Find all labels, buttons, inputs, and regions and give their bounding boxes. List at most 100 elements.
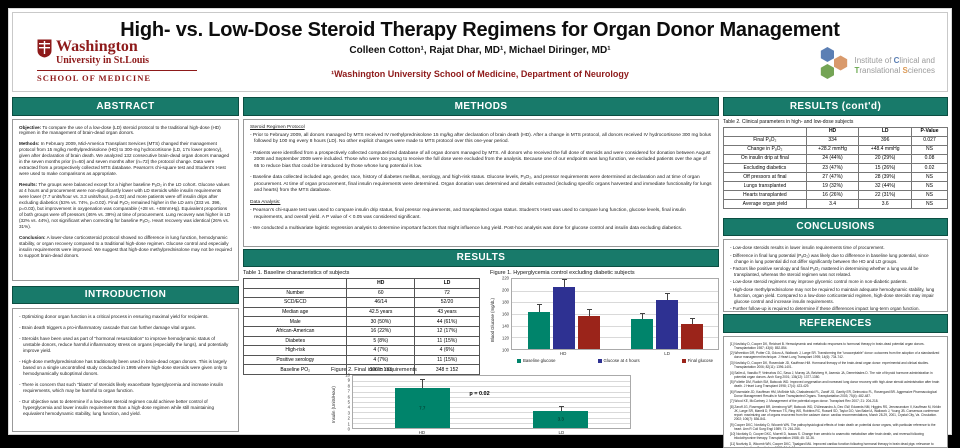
table1-hd-value: 60 [346,287,416,299]
table2-col-header [723,126,807,137]
bar [680,323,703,349]
gridline [353,417,630,419]
conclusion-bullet: - Low-dose steroid regimens may improve … [730,279,908,285]
p-value-annotation: p = 0.02 [469,390,490,397]
table2-ld-value: 15 (26%) [858,162,912,173]
abstract-box: Objective: To compare the use of a low-d… [12,118,239,281]
washu-logo-line2: University in St.Louis [56,55,150,66]
bar-slot [680,279,703,349]
icts-text-part: ranslational [859,65,903,75]
gridline [353,407,630,409]
table2-row: Excluding diabetics 23 (47%) 15 (26%) 0.… [723,162,948,173]
table1-hd-value: 5 (8%) [346,335,416,347]
reference-item: [7] Wood KE, McCartney J. Management of … [730,399,879,404]
abstract-paragraph: Objective: To compare the use of a low-d… [19,125,232,137]
table1-row: Baseline PO₂ 306 ± 133 348 ± 152 [242,364,480,375]
table2-ld-value: 32 (44%) [858,180,912,191]
methods-subhead-analysis: Data Analysis: [250,199,281,205]
abstract-paragraph-text: The groups were balanced except for a hi… [19,182,231,230]
table1-col-header: LD [414,278,480,289]
y-tick-label: 9 [347,377,350,383]
reference-item: [9] Cooper DKC, Novitzky D, Wicomb WN. T… [730,422,936,431]
table2-p-value: NS [911,144,948,155]
legend-item: Baseline glucose [517,358,556,363]
table2-row: Hearts transplanted 16 (26%) 22 (31%) NS [723,189,948,200]
conclusion-bullet: - Low-dose steroids results in lower ins… [730,245,885,251]
methods-bullet: - Patients were identified from a prospe… [250,150,711,169]
figure2-y-ticks: 10 9 8 7 6 5 4 3 2 1 0 [339,373,352,432]
gridline [353,391,630,393]
y-tick-label: 220 [502,275,509,281]
bar-groups: 7.7 3.3 [353,376,630,428]
table2-p-value: NS [911,198,948,209]
table2-ld-value: 20 (29%) [858,153,912,164]
table1-ld-value: 4 (6%) [414,345,480,356]
table1-caption: Table 1. Baseline characteristics of sub… [243,270,350,276]
conclusion-bullet: - High-dose methylprednisolone may not b… [730,286,935,304]
methods-section-header: METHODS [243,97,719,116]
affiliation-line: ¹Washington University School of Medicin… [331,69,629,79]
error-bar [536,304,542,312]
y-tick-label: 2 [347,415,350,421]
table1-ld-value: 44 (61%) [414,316,480,327]
conclusion-bullet: - Difference in final lung potential (Pₐ… [730,252,929,264]
table2: HD LD P-Value Final PₐO₂ 334 396 0.027 [723,126,948,209]
error-bar [420,378,426,388]
table1-row: African-American 16 (22%) 12 (17%) [242,325,480,337]
table1-ld-value: 52/20 [414,297,480,308]
reference-item: [10] Novitzky D, Cooper DKC, Morrell D, … [730,432,924,441]
bar-value-label: 3.3 [557,416,564,422]
icts-text-part: S [902,65,908,75]
poster: High- vs. Low-Dose Steroid Therapy Regim… [8,8,952,448]
table1-ld-value: 43 years [414,306,480,318]
figure1-legend: Baseline glucose Glucose at 4 hours Final … [511,356,719,363]
y-tick-label: 7 [347,388,350,394]
authors-line: Colleen Cotton¹, Rajat Dhar, MD¹, Michae… [349,45,611,56]
introduction-bullet: - Our objective was to determine if a lo… [19,398,214,416]
error-bar [561,279,567,288]
table2-row: Average organ yield 3.4 3.6 NS [723,198,948,209]
table2-p-value: 0.08 [911,153,948,164]
table2-p-value: NS [911,180,948,191]
legend-label: Glucose at 4 hours [603,358,640,363]
table1-row: SCD/ECD 46/14 52/20 [242,297,480,308]
introduction-bullet: - Brain death triggers a pro-inflammator… [19,324,196,330]
icts-text-part: C [893,55,900,65]
methods-subhead-protocol: Steroid Regimen Protocol [250,124,305,130]
table2-hd-value: +28.2 mmHg [805,144,860,155]
table1-hd-value: 4 (7%) [346,354,416,366]
bar [527,311,550,349]
table1-row-label: Positive serology [242,354,348,366]
abstract-paragraph-label: Results: [19,182,38,188]
table2-ld-value: 3.6 [858,198,912,209]
y-tick-label: 6 [347,394,350,400]
figure2-x-labels: HD LD [352,429,631,435]
table2-row-label: Lungs transplanted [723,180,807,191]
abstract-paragraph: Conclusion: A lower-dose corticosteroid … [19,235,232,259]
washu-shield-icon [37,39,52,63]
legend-label: Baseline glucose [523,358,556,363]
bar [533,410,589,428]
reference-item: [6] Rosendale JD, Kauffman HM, McBride M… [730,389,937,398]
bar-value-label: 7.7 [419,405,426,411]
y-tick-label: 5 [347,399,350,405]
bar-group: 7.7 [394,376,450,428]
table1-ld-value: 11 (15%) [414,335,480,347]
icts-logo-text: Institute of Clinical and Translational … [855,56,936,76]
table2-p-value: NS [911,171,948,182]
table1-hd-value: 16 (22%) [346,325,416,337]
table1-row: Diabetes 5 (8%) 11 (15%) [242,335,480,347]
figure2-y-axis-label: Insulin (Units/Hour) [331,386,336,424]
bar-group [527,279,600,349]
table2-hd-value: 27 (47%) [805,171,860,182]
references-section-header: REFERENCES [723,314,948,333]
table2-row: Off pressors at final 27 (47%) 28 (39%) … [723,171,948,182]
table2-ld-value: 28 (39%) [858,171,912,182]
y-tick-label: 1 [347,421,350,427]
conclusions-section-header: CONCLUSIONS [723,217,948,237]
right-column: RESULTS (cont'd) Table 2. Clinical param… [723,97,948,448]
y-tick-label: 4 [347,404,350,410]
table2-hd-value: 24 (44%) [805,153,860,164]
abstract-paragraph-label: Objective: [19,124,42,130]
